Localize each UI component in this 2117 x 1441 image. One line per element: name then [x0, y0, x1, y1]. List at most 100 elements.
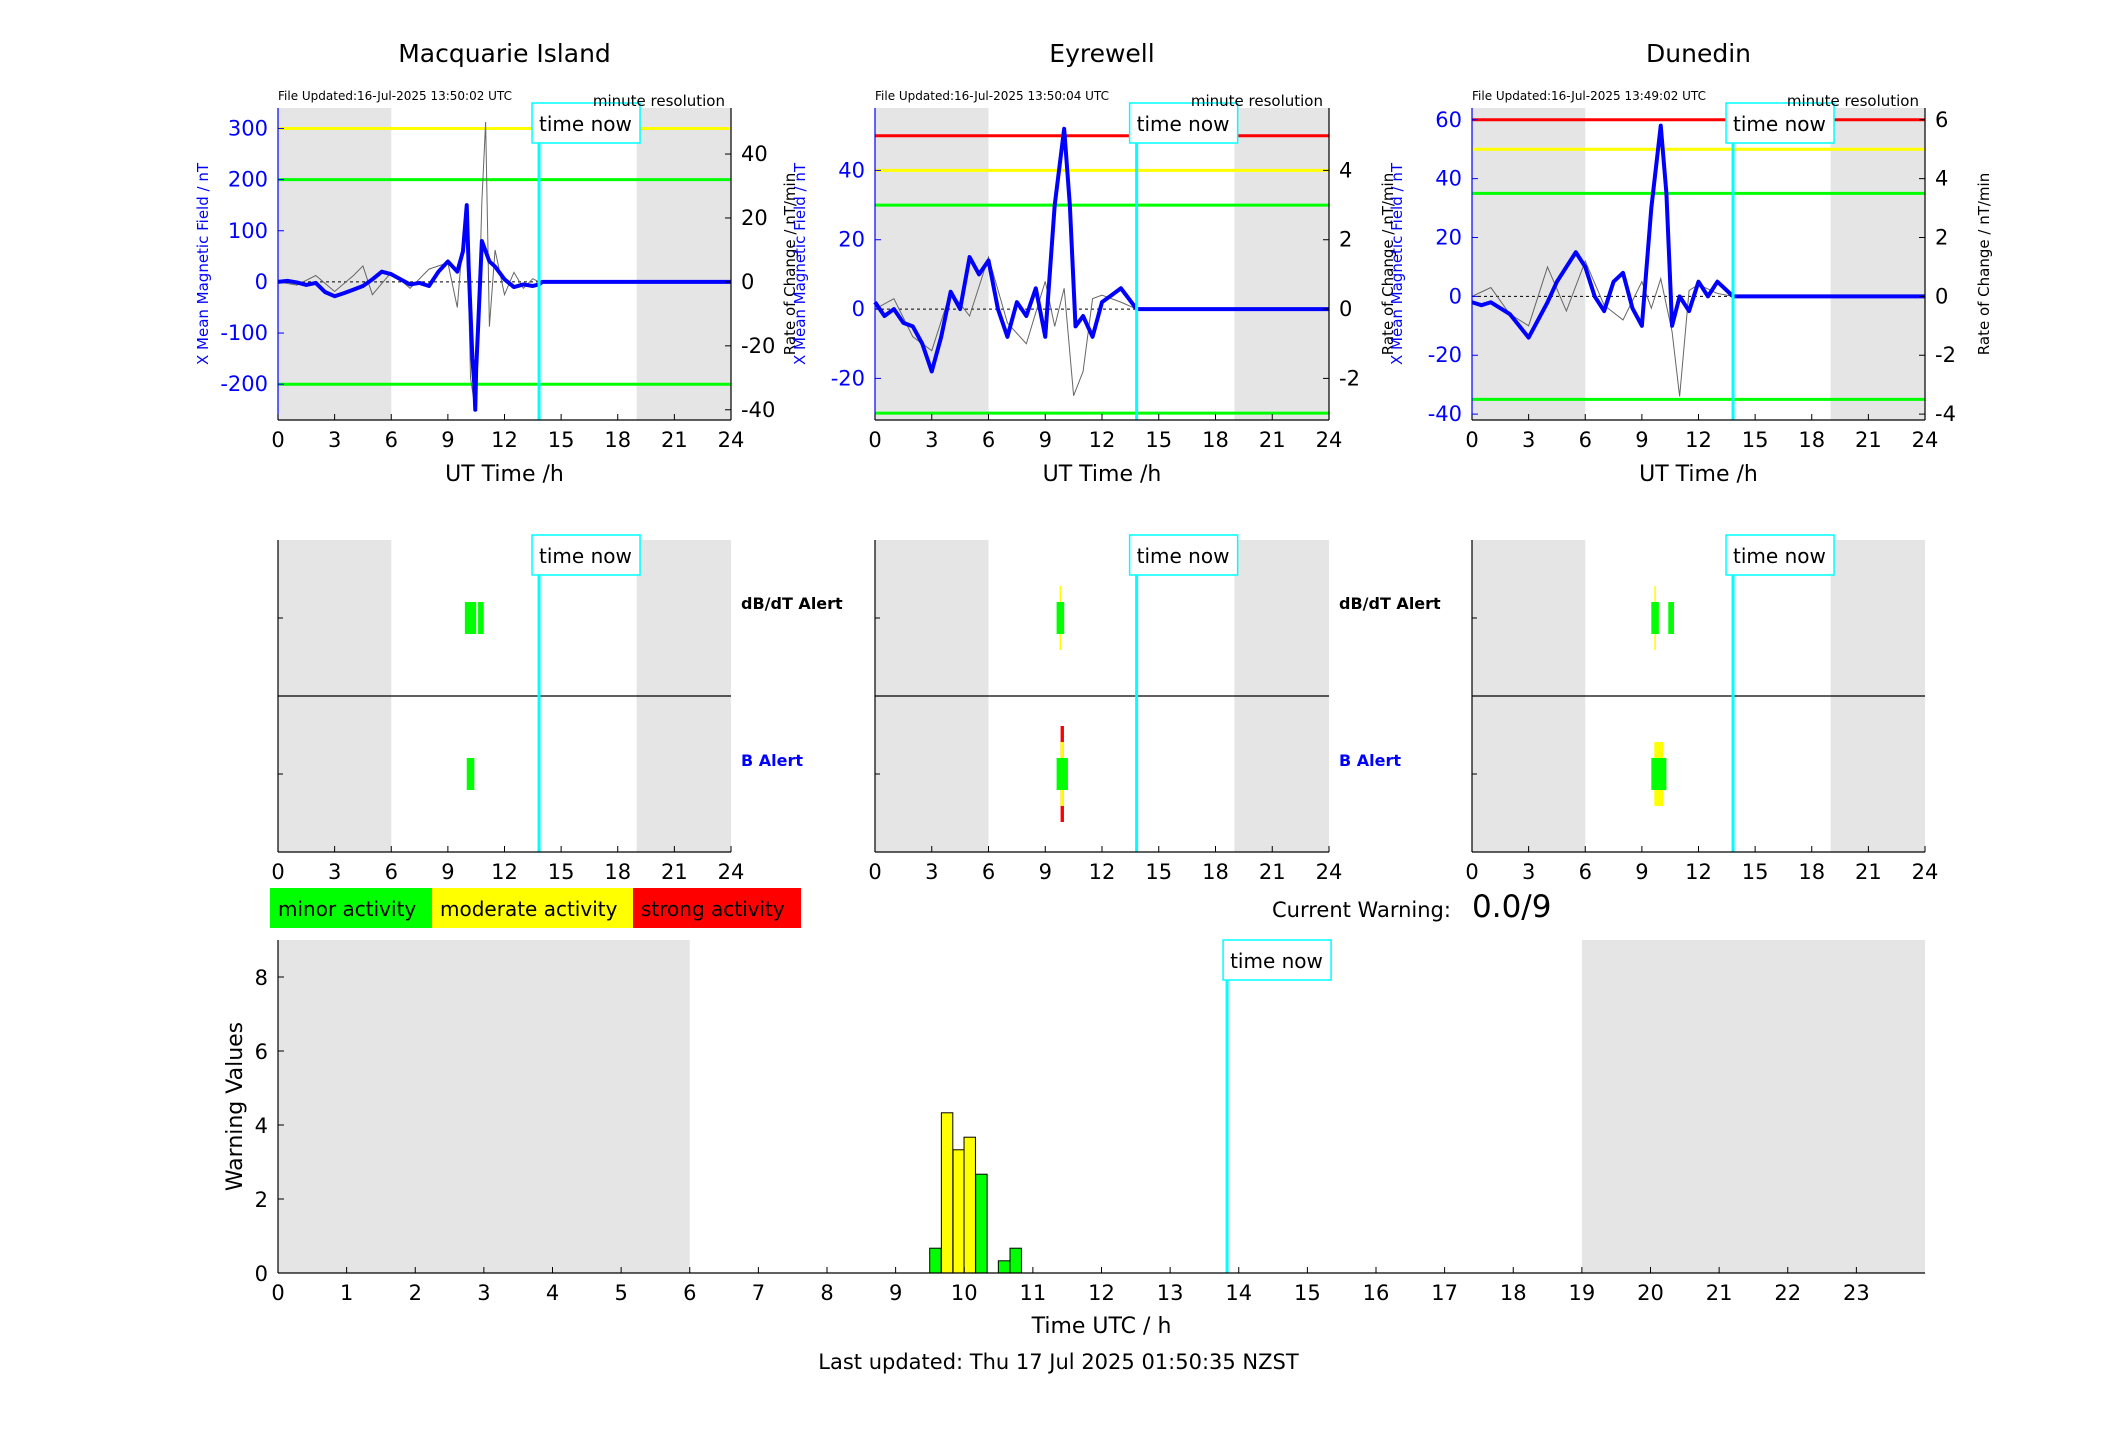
alert-panel-1-x-tick-label: 0	[868, 860, 881, 884]
field-panel-0-x-tick-label: 9	[441, 428, 454, 452]
field-panel-2-y-tick-label: -20	[1428, 343, 1462, 367]
alert-panel-2-x-tick-label: 9	[1635, 860, 1648, 884]
field-panel-0-minute-resolution: minute resolution	[593, 92, 725, 110]
alert-panel-2-x-tick-label: 0	[1465, 860, 1478, 884]
field-panel-1-x-axis-label: UT Time /h	[1043, 462, 1162, 487]
warning-x-axis-label: Time UTC / h	[1031, 1314, 1172, 1339]
alert-panel-0-x-tick-label: 0	[271, 860, 284, 884]
alert-panel-0-b-label: B Alert	[741, 751, 803, 770]
field-panel-0-station-title: Macquarie Island	[398, 39, 611, 68]
field-panel-1-y-tick-label: 20	[838, 228, 865, 252]
warning-x-tick-label: 12	[1088, 1281, 1115, 1305]
field-panel-0-y-tick-label: 0	[255, 270, 268, 294]
field-panel-0-x-tick-label: 21	[661, 428, 688, 452]
warning-x-tick-label: 20	[1637, 1281, 1664, 1305]
field-panel-0-y2-tick-label: -40	[741, 398, 775, 422]
warning-night-band	[1581, 940, 1925, 1273]
field-panel-2-x-tick-label: 15	[1742, 428, 1769, 452]
alert-panel-1-b-label: B Alert	[1339, 751, 1401, 770]
alert-panel-2-b-mark-green	[1651, 758, 1667, 790]
alert-panel-2-x-tick-label: 6	[1579, 860, 1592, 884]
legend-swatch-2	[633, 888, 801, 928]
field-panel-0-time-now-label: time now	[539, 112, 632, 136]
field-panel-1-y2-tick-label: 4	[1339, 158, 1352, 182]
field-panel-2-x-tick-label: 0	[1465, 428, 1478, 452]
warning-x-tick-label: 3	[477, 1281, 490, 1305]
field-panel-2-x-tick-label: 9	[1635, 428, 1648, 452]
field-panel-1-y2-tick-label: 2	[1339, 228, 1352, 252]
field-panel-1-x-tick-label: 3	[925, 428, 938, 452]
alert-panel-2-time-now-box	[1725, 534, 1835, 576]
alert-panel-1-dbdt-mark-green	[1056, 602, 1065, 634]
field-panel-0-x-tick-label: 0	[271, 428, 284, 452]
field-panel-2-x-tick-label: 12	[1685, 428, 1712, 452]
legend-label-0: minor activity	[278, 897, 416, 921]
warning-y-axis-label: Warning Values	[223, 1022, 248, 1191]
alert-panel-1-time-now-box	[1128, 534, 1239, 576]
legend-swatch-0	[270, 888, 432, 928]
field-panel-0-rate-y-label: Rate of Change / nT/min	[781, 173, 799, 355]
warning-bar	[1009, 1247, 1022, 1274]
alert-panel-2-x-tick-label: 21	[1855, 860, 1882, 884]
alert-panel-1-x-tick-label: 15	[1145, 860, 1172, 884]
warning-x-tick-label: 11	[1020, 1281, 1047, 1305]
alert-panel-0-dbdt-mark-green	[478, 602, 484, 634]
field-panel-2-y2-tick-label: 4	[1935, 167, 1948, 191]
field-panel-2-x-tick-label: 24	[1912, 428, 1939, 452]
field-panel-0-y-tick-label: 300	[228, 116, 268, 140]
field-panel-0-y2-tick-label: 0	[741, 270, 754, 294]
field-panel-2-field-y-label: X Mean Magnetic Field / nT	[1388, 162, 1406, 365]
alert-panel-0-x-tick-label: 24	[718, 860, 745, 884]
warning-x-tick-label: 19	[1569, 1281, 1596, 1305]
field-panel-1-field-y-label: X Mean Magnetic Field / nT	[791, 162, 809, 365]
warning-x-tick-label: 17	[1431, 1281, 1458, 1305]
field-panel-0-field-series	[277, 203, 731, 412]
field-panel-2-field-series	[1471, 123, 1925, 340]
field-panel-1-x-tick-label: 15	[1145, 428, 1172, 452]
alert-panel-2-x-tick-label: 3	[1522, 860, 1535, 884]
field-panel-0-x-axis-label: UT Time /h	[445, 462, 564, 487]
field-panel-1-station-title: Eyrewell	[1049, 39, 1154, 68]
field-panel-2-y2-tick-label: -4	[1935, 402, 1956, 426]
field-panel-1-x-tick-label: 24	[1316, 428, 1343, 452]
field-panel-1-y-tick-label: 0	[852, 297, 865, 321]
field-panel-2-x-tick-label: 3	[1522, 428, 1535, 452]
field-panel-2-y-tick-label: 60	[1435, 108, 1462, 132]
alert-panel-1-x-tick-label: 18	[1202, 860, 1229, 884]
field-panel-1-minute-resolution: minute resolution	[1191, 92, 1323, 110]
warning-time-now-box	[1222, 939, 1332, 981]
warning-x-tick-label: 18	[1500, 1281, 1527, 1305]
field-panel-0-field-y-label: X Mean Magnetic Field / nT	[194, 162, 212, 365]
warning-y-tick-label: 4	[255, 1114, 268, 1138]
field-panel-2-file-updated: File Updated:16-Jul-2025 13:49:02 UTC	[1472, 89, 1706, 103]
alert-panel-1-x-tick-label: 9	[1039, 860, 1052, 884]
field-panel-0-time-now-box	[531, 102, 641, 144]
field-panel-1-x-tick-label: 21	[1259, 428, 1286, 452]
alert-panel-1-x-tick-label: 24	[1316, 860, 1343, 884]
field-panel-2-y-tick-label: 40	[1435, 167, 1462, 191]
field-panel-1-field-series	[873, 126, 1329, 374]
warning-bar	[929, 1247, 942, 1274]
warning-x-tick-label: 23	[1843, 1281, 1870, 1305]
field-panel-0-x-tick-label: 6	[385, 428, 398, 452]
warning-bar	[940, 1112, 954, 1274]
field-panel-1-x-tick-label: 9	[1039, 428, 1052, 452]
last-updated: Last updated: Thu 17 Jul 2025 01:50:35 N…	[818, 1350, 1299, 1374]
field-panel-2-y-tick-label: -40	[1428, 402, 1462, 426]
field-panel-1-x-tick-label: 18	[1202, 428, 1229, 452]
field-panel-1-x-tick-label: 12	[1089, 428, 1116, 452]
field-panel-0-night-band	[278, 108, 392, 420]
warning-night-band	[278, 940, 690, 1273]
field-panel-2-y2-tick-label: -2	[1935, 343, 1956, 367]
warning-y-tick-label: 8	[255, 966, 268, 990]
alert-panel-1-x-tick-label: 12	[1089, 860, 1116, 884]
field-panel-2-rate-y-label: Rate of Change / nT/min	[1975, 173, 1993, 355]
warning-x-tick-label: 16	[1363, 1281, 1390, 1305]
field-panel-2-x-tick-label: 21	[1855, 428, 1882, 452]
alert-panel-2-x-tick-label: 24	[1912, 860, 1939, 884]
field-panel-1-file-updated: File Updated:16-Jul-2025 13:50:04 UTC	[875, 89, 1109, 103]
current-warning-value: 0.0/9	[1472, 889, 1552, 925]
field-panel-0-night-band	[636, 108, 731, 420]
